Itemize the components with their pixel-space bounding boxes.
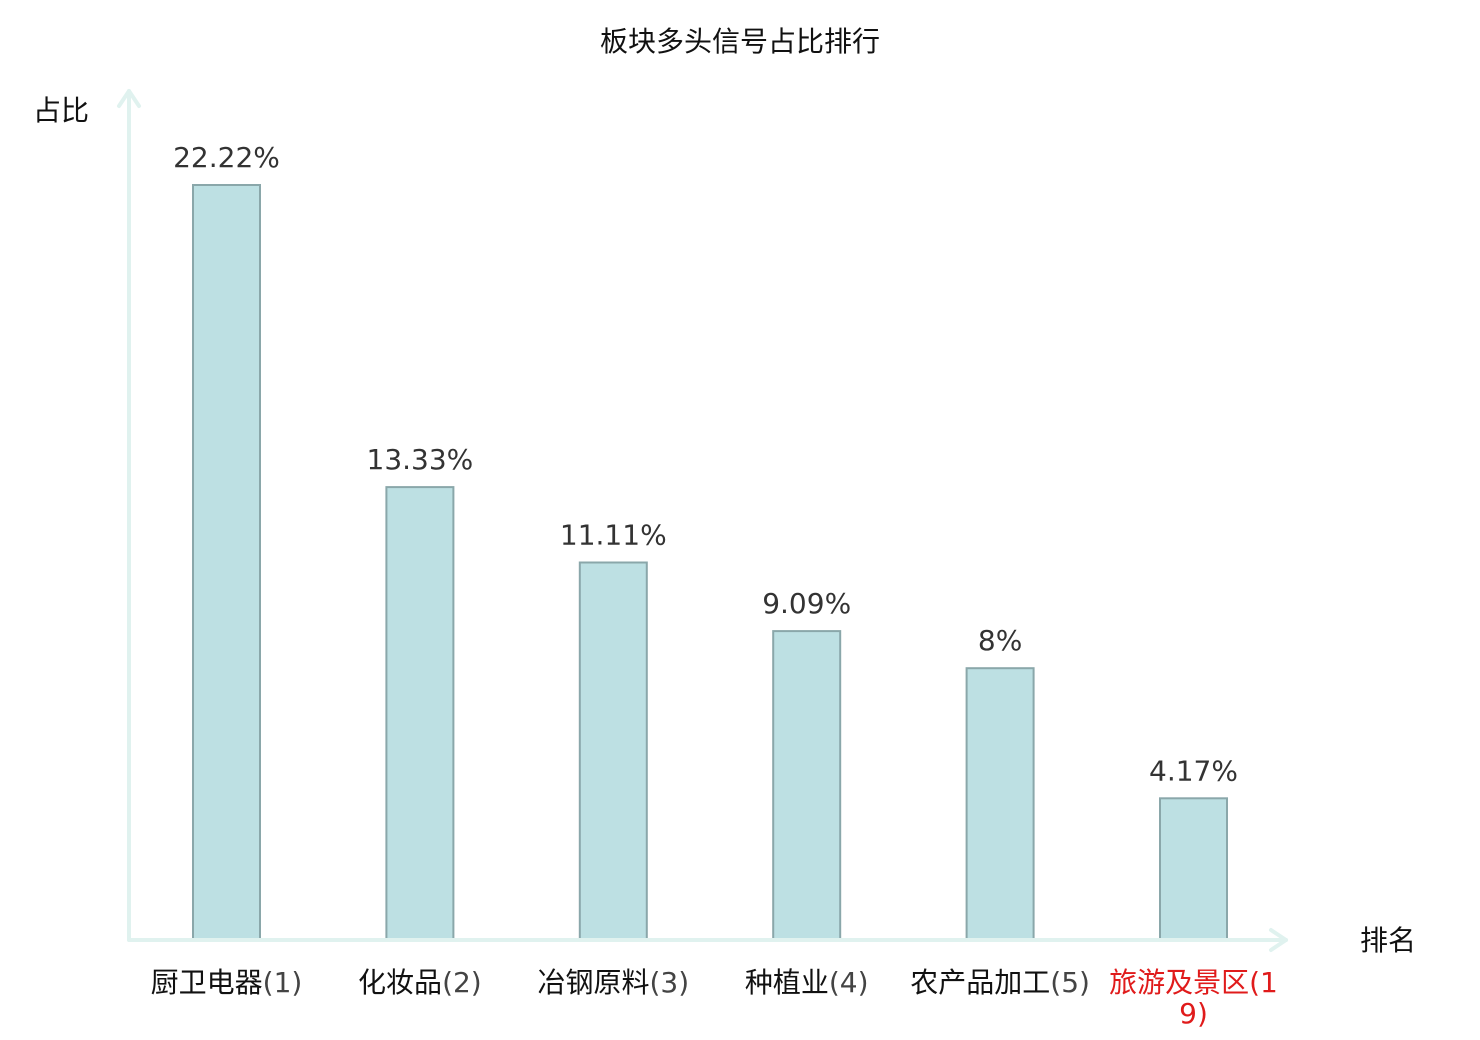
category-rank: (1)	[262, 966, 303, 999]
category-name: 化妆品	[358, 966, 443, 999]
y-axis-arrow-icon	[117, 89, 141, 108]
category-label-4: 种植业(4)	[712, 967, 902, 998]
y-axis	[117, 89, 141, 942]
x-axis	[127, 928, 1288, 952]
bar-value-label-3: 11.11%	[560, 519, 667, 552]
category-rank: (5)	[1050, 966, 1090, 999]
bar-value-label-1: 22.22%	[173, 141, 280, 174]
bars-layer	[192, 184, 1228, 941]
category-name: 农产品加工	[910, 966, 1051, 999]
y-axis-label: 占比	[33, 94, 90, 127]
bar-value-label-4: 9.09%	[762, 587, 851, 620]
category-name: 旅游及景区	[1109, 966, 1250, 999]
bar-value-label-5: 8%	[978, 624, 1022, 657]
category-label-5: 农产品加工(5)	[905, 967, 1095, 998]
bar-3	[578, 561, 648, 941]
category-rank: (4)	[828, 966, 869, 999]
bar-4	[772, 630, 842, 941]
bar-5	[965, 667, 1035, 941]
bar-1	[192, 184, 261, 941]
category-label-6: 旅游及景区(19)	[1099, 967, 1289, 1029]
x-axis-arrow-icon	[1269, 928, 1288, 952]
category-label-1: 厨卫电器(1)	[132, 967, 322, 998]
bar-6	[1159, 797, 1228, 941]
bar-value-label-6: 4.17%	[1149, 754, 1238, 787]
category-label-3: 冶钢原料(3)	[518, 967, 708, 998]
x-axis-label: 排名	[1360, 924, 1417, 957]
category-rank: (2)	[442, 966, 482, 999]
category-rank: (3)	[649, 966, 690, 999]
category-rank: (19)	[1179, 966, 1278, 1030]
category-label-2: 化妆品(2)	[325, 967, 515, 998]
value-labels-layer: 22.22% 13.33% 11.11% 9.09% 8% 4.17%	[173, 141, 1238, 787]
category-name: 种植业	[744, 966, 829, 999]
chart-title: 板块多头信号占比排行	[599, 25, 880, 58]
bar-value-label-2: 13.33%	[367, 443, 474, 476]
category-name: 冶钢原料	[537, 966, 650, 999]
category-name: 厨卫电器	[150, 966, 263, 999]
bar-2	[385, 486, 455, 941]
